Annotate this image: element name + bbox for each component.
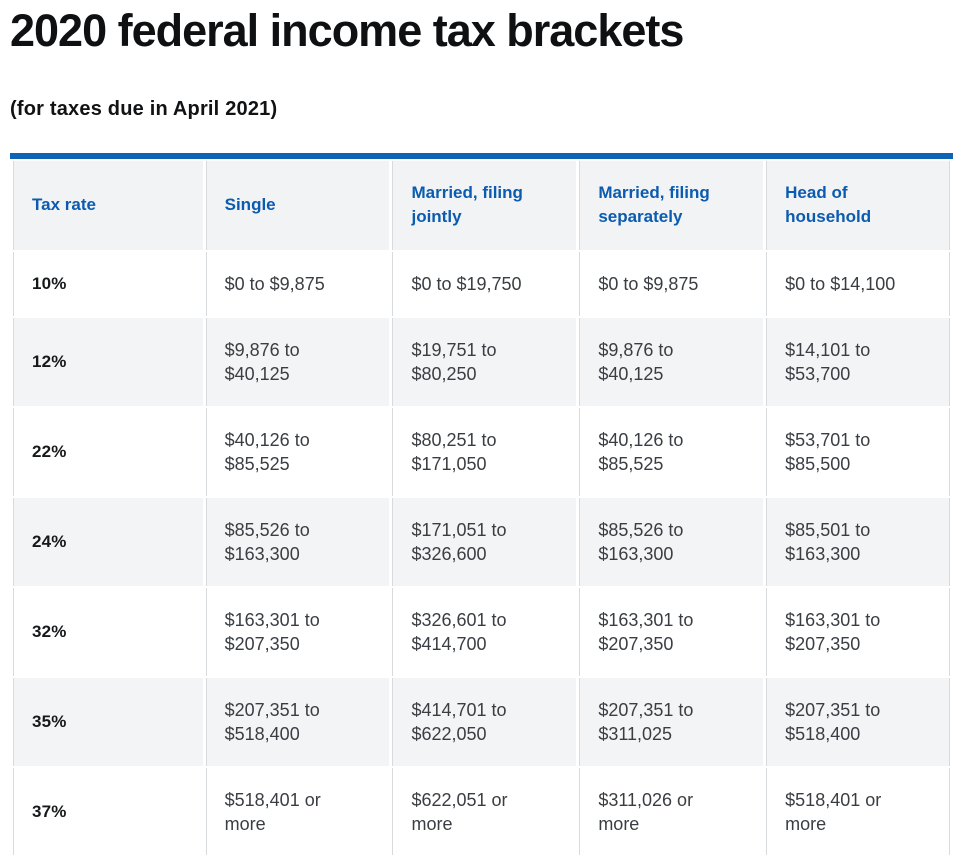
bracket-cell-married-separately: $85,526 to $163,300 bbox=[579, 497, 764, 586]
table-row-24pct: 24% $85,526 to $163,300 $171,051 to $326… bbox=[13, 497, 950, 586]
bracket-cell-married-separately: $40,126 to $85,525 bbox=[579, 407, 764, 496]
bracket-cell-married-jointly: $622,051 or more bbox=[392, 767, 577, 855]
bracket-cell-married-separately: $0 to $9,875 bbox=[579, 251, 764, 316]
header-row: Tax rate Single Married, filing jointly … bbox=[13, 160, 950, 250]
rate-cell: 24% bbox=[13, 497, 203, 586]
rate-cell: 37% bbox=[13, 767, 203, 855]
rate-cell: 32% bbox=[13, 587, 203, 676]
bracket-cell-single: $0 to $9,875 bbox=[205, 251, 390, 316]
table-row-10pct: 10% $0 to $9,875 $0 to $19,750 $0 to $9,… bbox=[13, 251, 950, 316]
table-row-32pct: 32% $163,301 to $207,350 $326,601 to $41… bbox=[13, 587, 950, 676]
page-title: 2020 federal income tax brackets bbox=[10, 5, 684, 56]
bracket-cell-single: $9,876 to $40,125 bbox=[205, 317, 390, 406]
column-header-tax-rate: Tax rate bbox=[13, 160, 203, 250]
bracket-cell-head-of-household: $207,351 to $518,400 bbox=[766, 677, 950, 766]
column-header-head-of-household: Head of household bbox=[766, 160, 950, 250]
bracket-cell-married-separately: $9,876 to $40,125 bbox=[579, 317, 764, 406]
rate-cell: 12% bbox=[13, 317, 203, 406]
rate-cell: 35% bbox=[13, 677, 203, 766]
bracket-cell-married-jointly: $414,701 to $622,050 bbox=[392, 677, 577, 766]
bracket-cell-married-separately: $311,026 or more bbox=[579, 767, 764, 855]
table-row-37pct: 37% $518,401 or more $622,051 or more $3… bbox=[13, 767, 950, 855]
table-row-12pct: 12% $9,876 to $40,125 $19,751 to $80,250… bbox=[13, 317, 950, 406]
bracket-cell-head-of-household: $85,501 to $163,300 bbox=[766, 497, 950, 586]
column-header-single: Single bbox=[205, 160, 390, 250]
tax-brackets-table-container: Tax rate Single Married, filing jointly … bbox=[10, 152, 953, 855]
bracket-cell-single: $518,401 or more bbox=[205, 767, 390, 855]
bracket-cell-married-jointly: $326,601 to $414,700 bbox=[392, 587, 577, 676]
column-header-married-separately: Married, filing separately bbox=[579, 160, 764, 250]
bracket-cell-head-of-household: $53,701 to $85,500 bbox=[766, 407, 950, 496]
bracket-cell-married-jointly: $171,051 to $326,600 bbox=[392, 497, 577, 586]
tax-brackets-table: Tax rate Single Married, filing jointly … bbox=[10, 159, 953, 855]
bracket-cell-head-of-household: $518,401 or more bbox=[766, 767, 950, 855]
bracket-cell-single: $207,351 to $518,400 bbox=[205, 677, 390, 766]
top-accent-bar bbox=[10, 152, 953, 159]
bracket-cell-head-of-household: $0 to $14,100 bbox=[766, 251, 950, 316]
bracket-cell-married-jointly: $0 to $19,750 bbox=[392, 251, 577, 316]
bracket-cell-married-separately: $207,351 to $311,025 bbox=[579, 677, 764, 766]
rate-cell: 22% bbox=[13, 407, 203, 496]
column-header-married-jointly: Married, filing jointly bbox=[392, 160, 577, 250]
bracket-cell-single: $40,126 to $85,525 bbox=[205, 407, 390, 496]
page-subtitle: (for taxes due in April 2021) bbox=[10, 97, 278, 120]
rate-cell: 10% bbox=[13, 251, 203, 316]
bracket-cell-married-jointly: $19,751 to $80,250 bbox=[392, 317, 577, 406]
table-row-35pct: 35% $207,351 to $518,400 $414,701 to $62… bbox=[13, 677, 950, 766]
bracket-cell-single: $163,301 to $207,350 bbox=[205, 587, 390, 676]
bracket-cell-married-separately: $163,301 to $207,350 bbox=[579, 587, 764, 676]
bracket-cell-married-jointly: $80,251 to $171,050 bbox=[392, 407, 577, 496]
bracket-cell-head-of-household: $14,101 to $53,700 bbox=[766, 317, 950, 406]
table-row-22pct: 22% $40,126 to $85,525 $80,251 to $171,0… bbox=[13, 407, 950, 496]
bracket-cell-head-of-household: $163,301 to $207,350 bbox=[766, 587, 950, 676]
bracket-cell-single: $85,526 to $163,300 bbox=[205, 497, 390, 586]
